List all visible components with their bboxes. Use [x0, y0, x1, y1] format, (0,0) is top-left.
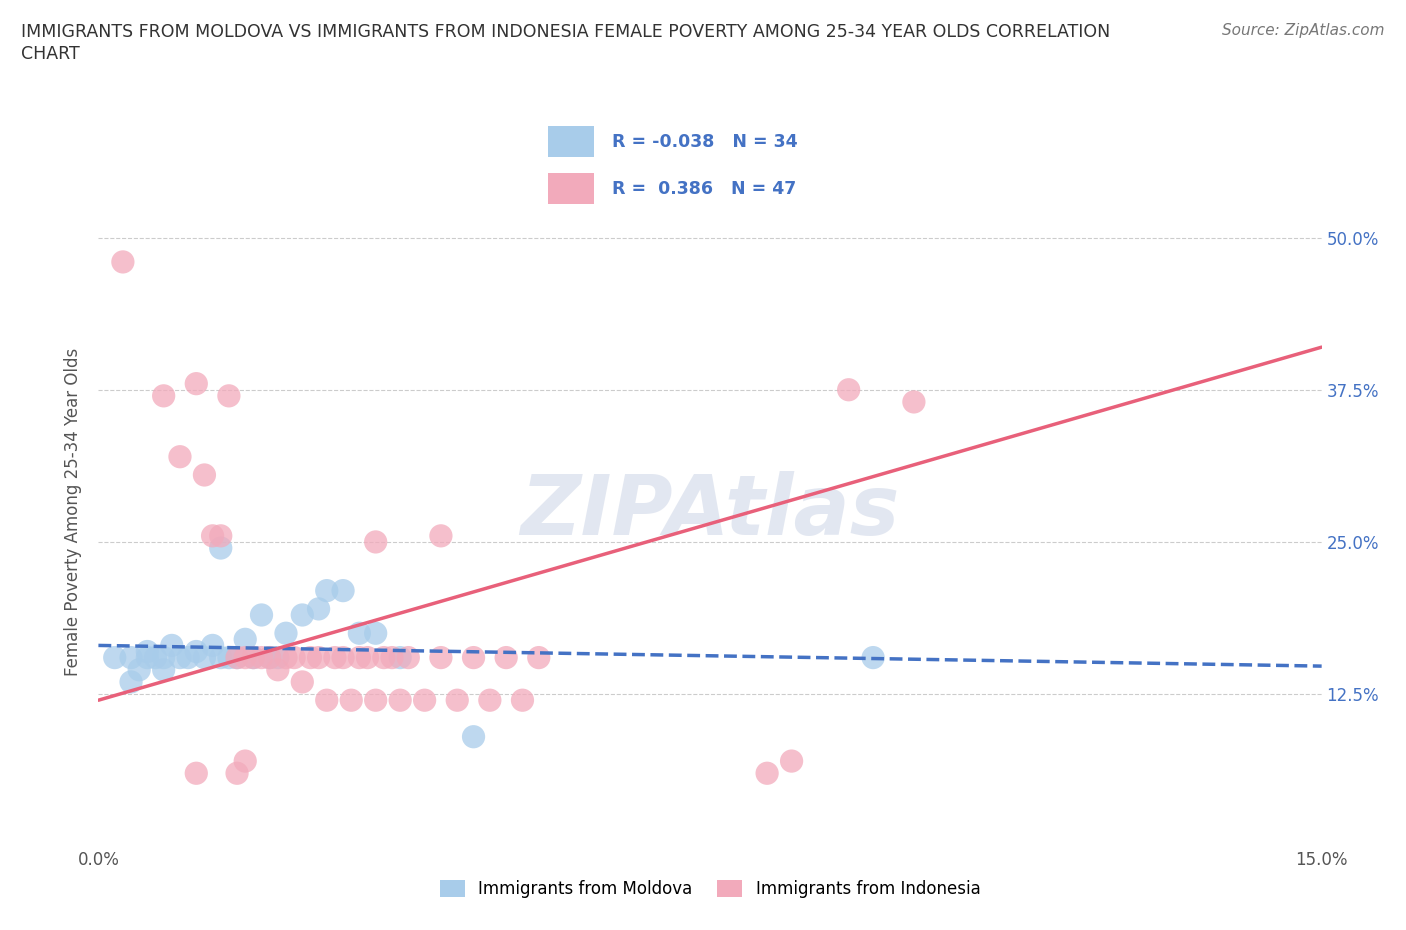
Point — [389, 650, 412, 665]
Point — [446, 693, 468, 708]
Point — [332, 583, 354, 598]
Point — [152, 662, 174, 677]
Point — [323, 650, 346, 665]
Point — [177, 650, 200, 665]
Point — [259, 650, 281, 665]
Point — [250, 650, 273, 665]
Point — [349, 650, 371, 665]
Point — [340, 693, 363, 708]
Point — [136, 650, 159, 665]
Point — [364, 693, 387, 708]
Legend: Immigrants from Moldova, Immigrants from Indonesia: Immigrants from Moldova, Immigrants from… — [433, 873, 987, 905]
Point — [430, 528, 453, 543]
Point — [274, 626, 297, 641]
Point — [495, 650, 517, 665]
Point — [413, 693, 436, 708]
Point — [373, 650, 395, 665]
Point — [478, 693, 501, 708]
Point — [381, 650, 404, 665]
Point — [218, 389, 240, 404]
Point — [111, 255, 134, 270]
Point — [364, 626, 387, 641]
Point — [120, 650, 142, 665]
Point — [308, 602, 330, 617]
Point — [233, 631, 256, 646]
Point — [186, 377, 208, 392]
Point — [201, 528, 224, 543]
Point — [364, 535, 387, 550]
Point — [169, 650, 191, 665]
Point — [242, 650, 264, 665]
Y-axis label: Female Poverty Among 25-34 Year Olds: Female Poverty Among 25-34 Year Olds — [65, 348, 83, 675]
Point — [756, 765, 779, 780]
Point — [209, 540, 232, 555]
Point — [396, 650, 419, 665]
Text: Source: ZipAtlas.com: Source: ZipAtlas.com — [1222, 23, 1385, 38]
Point — [267, 662, 290, 677]
Point — [349, 626, 371, 641]
Point — [226, 650, 249, 665]
Point — [430, 650, 453, 665]
Point — [332, 650, 354, 665]
Text: ZIPAtlas: ZIPAtlas — [520, 471, 900, 552]
Point — [527, 650, 550, 665]
Point — [186, 765, 208, 780]
Point — [315, 583, 337, 598]
Point — [512, 693, 534, 708]
Point — [128, 662, 150, 677]
Text: R = -0.038   N = 34: R = -0.038 N = 34 — [612, 133, 797, 151]
Point — [152, 389, 174, 404]
Point — [291, 607, 314, 622]
Point — [193, 468, 215, 483]
Point — [233, 650, 256, 665]
Point — [209, 528, 232, 543]
Point — [226, 765, 249, 780]
Point — [903, 394, 925, 409]
Point — [120, 674, 142, 689]
FancyBboxPatch shape — [548, 173, 593, 205]
Point — [145, 650, 167, 665]
Point — [104, 650, 127, 665]
Point — [862, 650, 884, 665]
Point — [267, 650, 290, 665]
Point — [299, 650, 322, 665]
Point — [226, 650, 249, 665]
Point — [193, 650, 215, 665]
Point — [242, 650, 264, 665]
FancyBboxPatch shape — [548, 126, 593, 157]
Point — [283, 650, 305, 665]
Point — [169, 449, 191, 464]
Point — [186, 644, 208, 659]
Point — [389, 693, 412, 708]
Point — [315, 693, 337, 708]
Text: IMMIGRANTS FROM MOLDOVA VS IMMIGRANTS FROM INDONESIA FEMALE POVERTY AMONG 25-34 : IMMIGRANTS FROM MOLDOVA VS IMMIGRANTS FR… — [21, 23, 1111, 41]
Text: R =  0.386   N = 47: R = 0.386 N = 47 — [612, 179, 796, 197]
Point — [274, 650, 297, 665]
Point — [780, 753, 803, 768]
Point — [250, 607, 273, 622]
Text: CHART: CHART — [21, 45, 80, 62]
Point — [259, 650, 281, 665]
Point — [308, 650, 330, 665]
Point — [356, 650, 378, 665]
Point — [160, 638, 183, 653]
Point — [209, 650, 232, 665]
Point — [291, 674, 314, 689]
Point — [463, 729, 485, 744]
Point — [218, 650, 240, 665]
Point — [152, 650, 174, 665]
Point — [463, 650, 485, 665]
Point — [233, 753, 256, 768]
Point — [201, 638, 224, 653]
Point — [838, 382, 860, 397]
Point — [136, 644, 159, 659]
